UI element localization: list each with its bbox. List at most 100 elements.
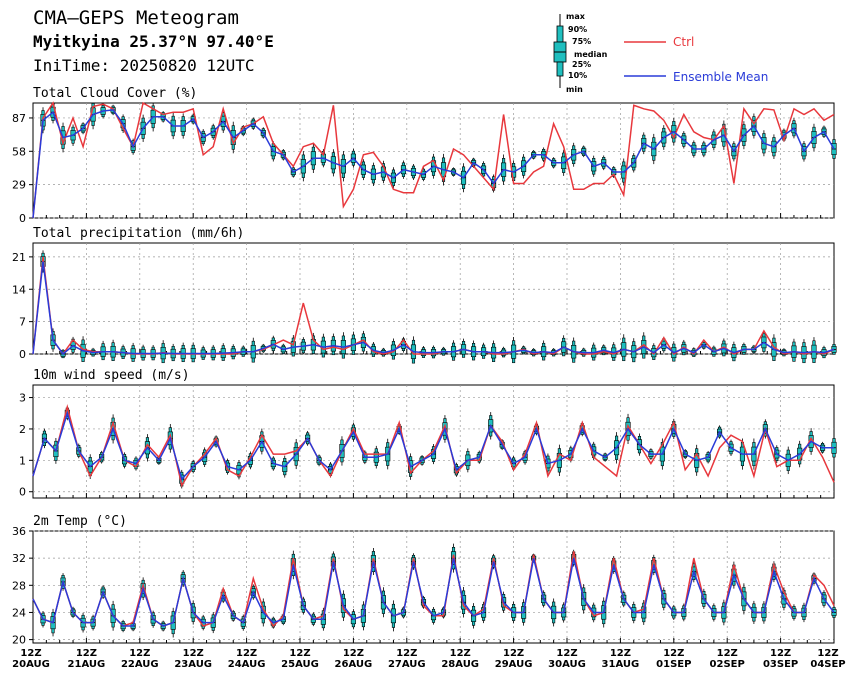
boxplot bbox=[561, 335, 567, 357]
boxplot bbox=[801, 339, 807, 364]
boxplot bbox=[811, 337, 817, 363]
ctrl-line bbox=[32, 256, 835, 356]
boxplot bbox=[511, 336, 517, 364]
boxplot bbox=[110, 339, 116, 361]
x-label-date: 26AUG bbox=[335, 659, 373, 670]
x-label-date: 21AUG bbox=[68, 659, 106, 670]
panel-2: 10m wind speed (m/s) 0 1 2 3 bbox=[19, 368, 837, 499]
x-label-date: 29AUG bbox=[495, 659, 533, 670]
x-label-date: 30AUG bbox=[548, 659, 586, 670]
x-label-time: 12Z bbox=[610, 648, 631, 659]
x-label-time: 12Z bbox=[396, 648, 417, 659]
legend-box-lower bbox=[556, 61, 564, 77]
panel-frame bbox=[32, 242, 835, 355]
boxplot bbox=[190, 342, 196, 363]
panel-title: 2m Temp (°C) bbox=[33, 514, 127, 529]
panel-title: Total precipitation (mm/6h) bbox=[33, 226, 244, 241]
mean-line bbox=[32, 109, 835, 219]
x-label-time: 12Z bbox=[503, 648, 524, 659]
chart-title: CMA—GEPS Meteogram bbox=[33, 7, 239, 29]
y-tick-label: 87 bbox=[12, 112, 26, 125]
boxplot bbox=[120, 344, 126, 359]
ctrl-line bbox=[32, 101, 835, 219]
boxplot bbox=[240, 345, 246, 357]
boxplot bbox=[170, 343, 176, 362]
y-tick-label: 28 bbox=[12, 579, 26, 592]
x-label-date: 04SEP bbox=[810, 659, 845, 670]
boxplot bbox=[150, 344, 156, 361]
boxplot bbox=[180, 342, 186, 363]
boxplot bbox=[230, 344, 236, 360]
y-tick-label: 14 bbox=[12, 283, 26, 296]
x-label-time: 12Z bbox=[129, 648, 150, 659]
x-label-time: 12Z bbox=[183, 648, 204, 659]
x-label-date: 27AUG bbox=[388, 659, 426, 670]
x-label-date: 24AUG bbox=[228, 659, 266, 670]
boxplot bbox=[611, 342, 617, 361]
mean-line bbox=[32, 261, 835, 356]
boxplot bbox=[220, 343, 226, 361]
legend-label-2: 75% bbox=[572, 37, 591, 46]
panel-0: Total Cloud Cover (%) 0 29 58 87 bbox=[12, 86, 837, 225]
x-label-date: 22AUG bbox=[121, 659, 159, 670]
location-label: Myitkyina 25.37°N 97.40°E bbox=[33, 32, 274, 51]
boxplot bbox=[100, 340, 106, 361]
boxplot bbox=[541, 340, 547, 361]
x-label-time: 12Z bbox=[236, 648, 257, 659]
legend-label-4: 25% bbox=[572, 60, 591, 69]
x-label-time: 12Z bbox=[663, 648, 684, 659]
x-label-time: 12Z bbox=[343, 648, 364, 659]
legend-label-5: 10% bbox=[568, 71, 587, 80]
legend-label-1: 90% bbox=[568, 25, 587, 34]
x-label-time: 12Z bbox=[76, 648, 97, 659]
boxplot bbox=[250, 337, 256, 363]
boxplot bbox=[741, 342, 747, 355]
boxplot bbox=[791, 338, 797, 362]
x-label-date: 01SEP bbox=[656, 659, 691, 670]
legend-label-0: max bbox=[566, 12, 586, 21]
y-tick-label: 21 bbox=[12, 251, 26, 264]
boxplot bbox=[210, 344, 216, 361]
x-label-time: 12Z bbox=[450, 648, 471, 659]
boxplot bbox=[160, 340, 166, 364]
ctrl-line bbox=[32, 404, 835, 488]
initime-label: IniTime: 20250820 12UTC bbox=[33, 56, 255, 75]
boxplot bbox=[140, 344, 146, 361]
y-tick-label: 36 bbox=[12, 525, 26, 538]
boxplot bbox=[481, 342, 487, 359]
y-tick-label: 24 bbox=[12, 606, 26, 619]
legend-label-3: median bbox=[574, 50, 608, 59]
y-tick-label: 2 bbox=[19, 423, 26, 436]
boxplot bbox=[621, 334, 627, 362]
legend-ctrl-label: Ctrl bbox=[673, 35, 694, 49]
y-tick-label: 0 bbox=[19, 348, 26, 361]
x-label-date: 03SEP bbox=[763, 659, 798, 670]
x-label-date: 02SEP bbox=[710, 659, 745, 670]
panel-title: Total Cloud Cover (%) bbox=[33, 86, 197, 101]
x-label-time: 12Z bbox=[817, 648, 838, 659]
x-label-time: 12Z bbox=[289, 648, 310, 659]
boxplot bbox=[450, 340, 457, 361]
x-label-date: 23AUG bbox=[174, 659, 212, 670]
x-label-date: 25AUG bbox=[281, 659, 319, 670]
boxplot bbox=[591, 342, 597, 361]
y-tick-label: 20 bbox=[12, 634, 26, 647]
x-label-time: 12Z bbox=[20, 648, 41, 659]
y-tick-label: 7 bbox=[19, 316, 26, 329]
x-label-time: 12Z bbox=[717, 648, 738, 659]
x-label-date: 20AUG bbox=[12, 659, 50, 670]
panel-3: 2m Temp (°C) 20 24 28 32 36 bbox=[12, 514, 837, 647]
x-label-time: 12Z bbox=[770, 648, 791, 659]
legend-box-10-90 bbox=[556, 25, 564, 43]
x-label-time: 12Z bbox=[556, 648, 577, 659]
boxplot bbox=[571, 337, 577, 363]
y-tick-label: 29 bbox=[12, 179, 26, 192]
y-tick-label: 1 bbox=[19, 454, 26, 467]
boxplot bbox=[130, 342, 136, 362]
boxplot bbox=[491, 340, 497, 362]
mean-line bbox=[32, 558, 835, 627]
boxplot bbox=[470, 340, 477, 361]
y-tick-label: 3 bbox=[19, 392, 26, 405]
y-tick-label: 0 bbox=[19, 212, 26, 225]
